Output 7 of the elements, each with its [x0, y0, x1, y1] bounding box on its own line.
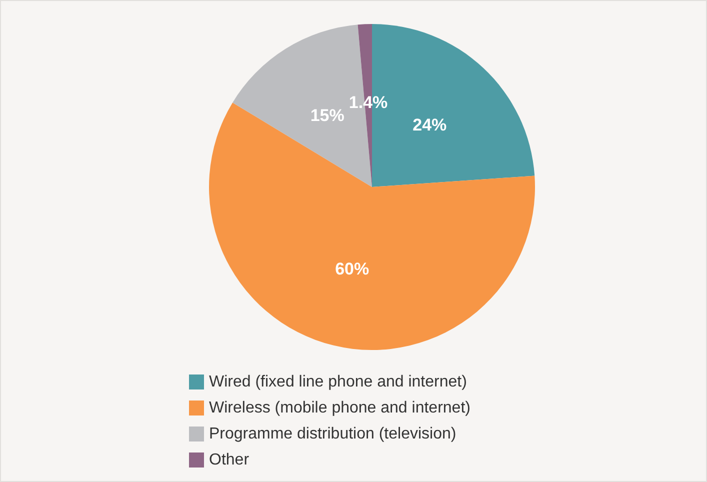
data-label: 24%: [412, 116, 447, 135]
legend-label: Other: [209, 452, 250, 468]
legend-label: Wired (fixed line phone and internet): [209, 374, 467, 390]
legend-label: Wireless (mobile phone and internet): [209, 400, 470, 416]
legend-label: Programme distribution (television): [209, 426, 456, 442]
data-label: 15%: [310, 106, 344, 125]
data-label: 60%: [335, 260, 370, 279]
